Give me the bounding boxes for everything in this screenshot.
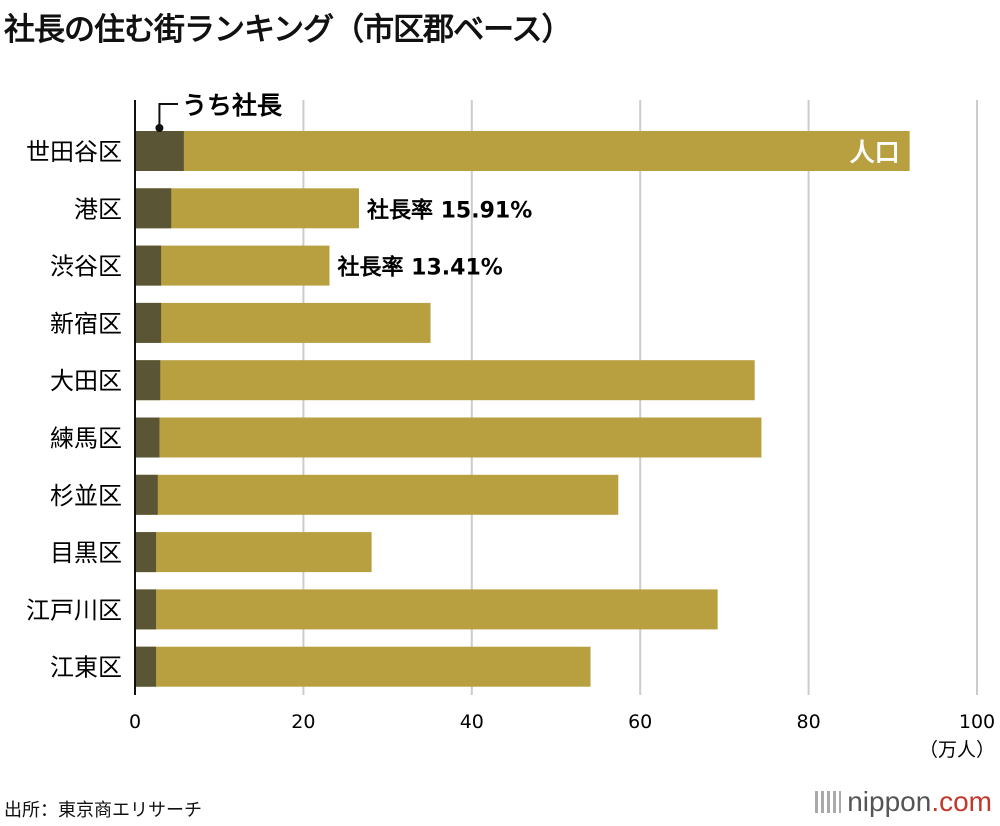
x-tick-label: 80 [797,711,821,733]
category-label: 世田谷区 [26,138,122,166]
x-tick-label: 100 [959,711,995,733]
rate-annotation: 社長率 13.41% [338,255,503,281]
president-bar [135,417,160,458]
president-bar [135,360,161,401]
category-label: 新宿区 [50,310,122,338]
rate-annotation: 社長率 15.91% [367,197,532,223]
category-label: 港区 [74,195,122,223]
president-bar [135,589,157,630]
population-bar [135,360,755,401]
category-label: 目黒区 [50,539,122,567]
population-series-label: 人口 [850,138,900,167]
category-label: 大田区 [50,367,122,395]
logo-bars-icon [815,791,842,813]
x-tick-label: 60 [628,711,652,733]
president-series-label: うち社長 [182,91,283,120]
president-bar [135,532,157,573]
category-label: 渋谷区 [50,253,122,281]
population-bar [135,131,910,171]
president-bar [135,474,158,515]
population-bar [135,188,359,229]
president-bar [135,131,184,171]
population-bar [135,589,718,630]
x-tick-label: 40 [460,711,484,733]
president-bar [135,188,172,229]
leader-line [158,103,178,128]
population-bar [135,646,591,687]
president-bar [135,646,157,687]
population-bar [135,302,431,343]
president-bar [135,302,162,343]
category-label: 江東区 [50,654,122,682]
population-bar [135,474,619,515]
x-tick-label: 0 [129,711,141,733]
x-tick-label: 20 [291,711,315,733]
category-label: 江戸川区 [26,596,122,624]
population-bar [135,245,330,286]
population-bar [135,417,762,458]
leader-dot [155,124,164,132]
nippon-logo: nippon.com [815,786,992,818]
category-label: 練馬区 [50,425,122,453]
x-axis-unit: （万人） [919,739,995,761]
chart-title: 社長の住む街ランキング（市区郡ベース） [4,12,573,48]
president-bar [135,245,162,286]
category-label: 杉並区 [50,482,122,510]
source-note: 出所：東京商エリサーチ [4,800,202,821]
population-bar [135,532,372,573]
